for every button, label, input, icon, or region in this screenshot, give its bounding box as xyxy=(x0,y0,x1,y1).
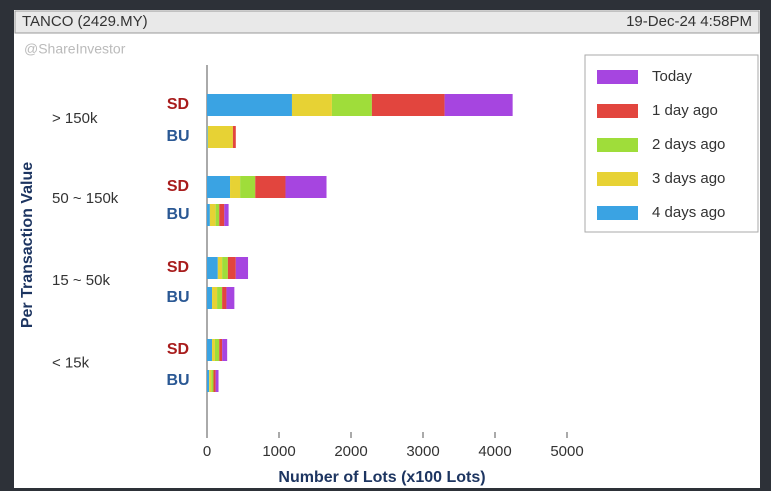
x-tick-label: 3000 xyxy=(406,443,439,460)
bar-segment xyxy=(226,287,235,309)
bar-segment xyxy=(222,339,228,361)
group-label: 15 ~ 50k xyxy=(52,272,110,289)
bar-segment xyxy=(209,370,212,392)
bar-segment xyxy=(207,94,292,116)
bar-segment xyxy=(371,94,445,116)
group-label: 50 ~ 150k xyxy=(52,190,119,207)
bar-segment xyxy=(222,257,228,279)
legend-swatch xyxy=(597,172,638,186)
legend-label: 4 days ago xyxy=(652,204,725,221)
bar-segment xyxy=(217,257,223,279)
category-label: BU xyxy=(166,206,189,223)
bar-segment xyxy=(215,370,219,392)
bar-segment xyxy=(207,176,231,198)
category-label: BU xyxy=(166,128,189,145)
bar-segment xyxy=(331,94,372,116)
category-label: SD xyxy=(167,259,189,276)
category-label: SD xyxy=(167,341,189,358)
bar-segment xyxy=(235,257,249,279)
category-label: BU xyxy=(166,372,189,389)
x-tick-label: 5000 xyxy=(550,443,583,460)
x-tick-label: 2000 xyxy=(334,443,367,460)
y-axis-label: Per Transaction Value xyxy=(19,162,36,328)
bar-segment xyxy=(212,287,218,309)
bar-segment xyxy=(255,176,286,198)
bar-segment xyxy=(222,287,227,309)
bar-segment xyxy=(207,126,233,148)
bar-segment xyxy=(207,204,210,226)
bar-segment xyxy=(219,339,223,361)
header-title: TANCO (2429.MY) xyxy=(22,13,148,30)
legend-label: 3 days ago xyxy=(652,170,725,187)
legend-swatch xyxy=(597,70,638,84)
bar-segment xyxy=(207,370,210,392)
x-axis-label: Number of Lots (x100 Lots) xyxy=(278,469,485,486)
bar-segment xyxy=(444,94,513,116)
bar-segment xyxy=(224,204,229,226)
watermark: @ShareInvestor xyxy=(24,41,126,57)
x-tick-label: 0 xyxy=(203,443,211,460)
header-timestamp: 19-Dec-24 4:58PM xyxy=(626,13,752,30)
legend-label: 2 days ago xyxy=(652,136,725,153)
legend-swatch xyxy=(597,104,638,118)
x-tick-label: 4000 xyxy=(478,443,511,460)
bar-segment xyxy=(213,370,216,392)
bar-segment xyxy=(285,176,327,198)
bar-segment xyxy=(227,257,236,279)
bar-segment xyxy=(291,94,332,116)
group-label: > 150k xyxy=(52,110,98,127)
legend-swatch xyxy=(597,138,638,152)
bar-segment xyxy=(211,370,214,392)
legend-swatch xyxy=(597,206,638,220)
bar-segment xyxy=(232,126,236,148)
bar-segment xyxy=(209,204,216,226)
x-tick-label: 1000 xyxy=(262,443,295,460)
legend-label: 1 day ago xyxy=(652,102,718,119)
bar-segment xyxy=(207,287,213,309)
category-label: SD xyxy=(167,96,189,113)
legend-label: Today xyxy=(652,68,693,85)
bar-segment xyxy=(214,339,220,361)
category-label: SD xyxy=(167,178,189,195)
bar-segment xyxy=(207,339,213,361)
bar-segment xyxy=(212,339,215,361)
header-bar xyxy=(14,10,760,34)
bar-segment xyxy=(219,204,225,226)
bar-segment xyxy=(240,176,256,198)
bar-segment xyxy=(215,204,220,226)
bar-segment xyxy=(217,287,223,309)
bar-segment xyxy=(207,126,208,148)
category-label: BU xyxy=(166,289,189,306)
group-label: < 15k xyxy=(52,354,90,371)
legend-box xyxy=(584,54,759,233)
bar-segment xyxy=(207,257,218,279)
bar-segment xyxy=(230,176,241,198)
